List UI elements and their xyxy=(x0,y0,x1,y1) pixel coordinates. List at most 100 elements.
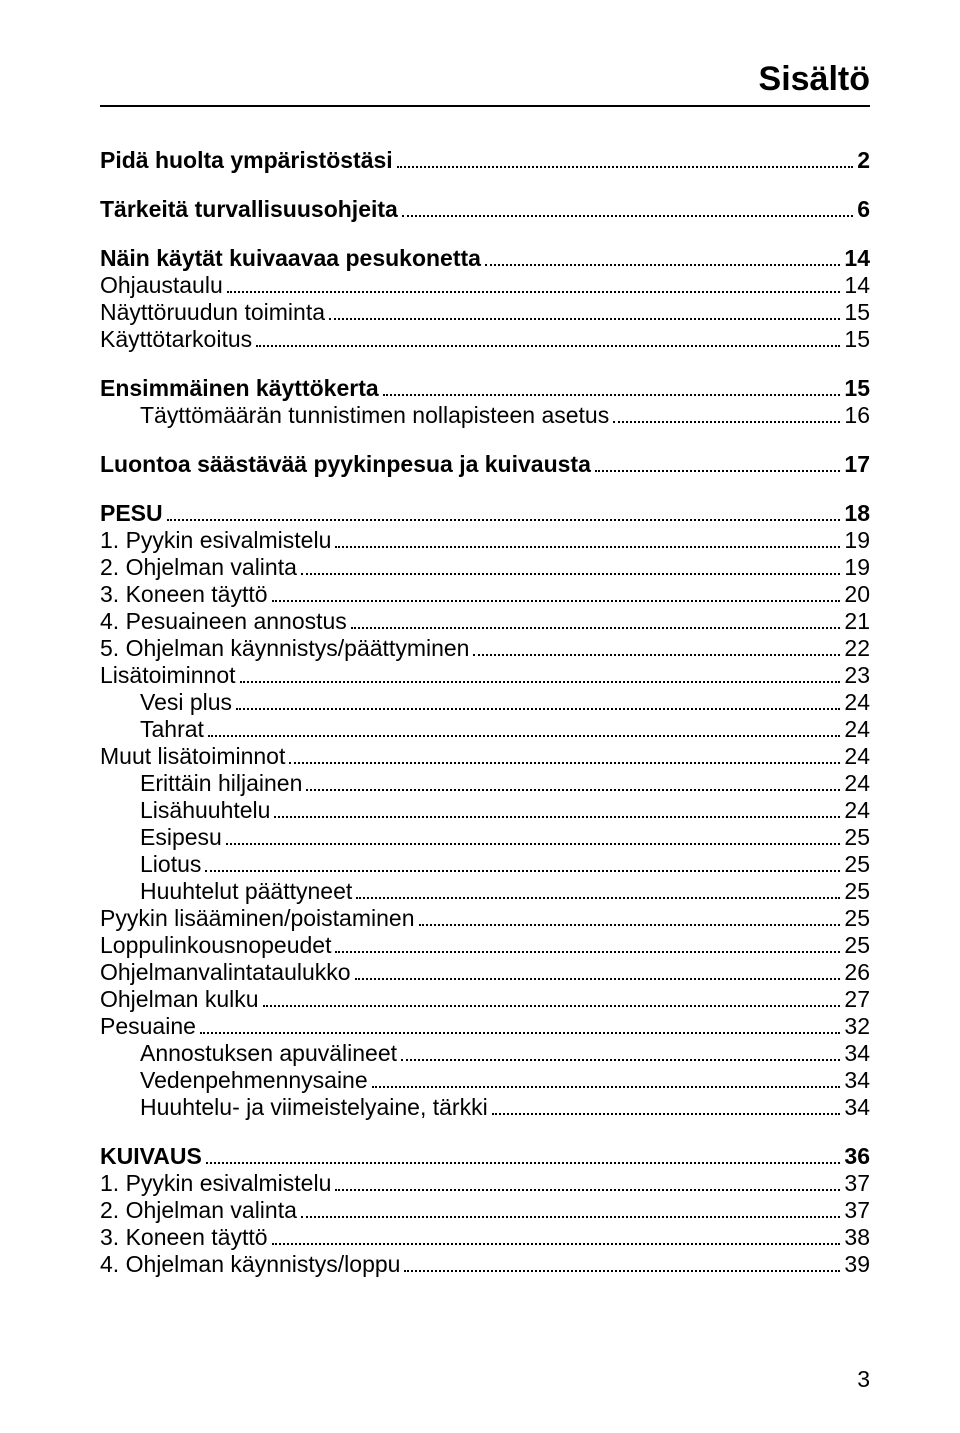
toc-label: 4. Ohjelman käynnistys/loppu xyxy=(100,1251,400,1278)
toc-page-number: 24 xyxy=(844,716,870,743)
toc-row: Muut lisätoiminnot24 xyxy=(100,743,870,770)
toc-page-number: 34 xyxy=(844,1040,870,1067)
toc-label: Täyttömäärän tunnistimen nollapisteen as… xyxy=(140,402,609,429)
toc-row: Luontoa säästävää pyykinpesua ja kuivaus… xyxy=(100,451,870,478)
toc-page-number: 14 xyxy=(844,245,870,272)
toc-label: Ohjaustaulu xyxy=(100,272,223,299)
toc-label: 2. Ohjelman valinta xyxy=(100,554,297,581)
toc-page-number: 15 xyxy=(844,375,870,402)
toc-label: Liotus xyxy=(140,851,201,878)
toc-row: Näin käytät kuivaavaa pesukonetta14 xyxy=(100,245,870,272)
toc-row: Lisähuuhtelu 24 xyxy=(140,797,870,824)
toc-leader-dots xyxy=(402,196,853,217)
toc-page-number: 25 xyxy=(844,878,870,905)
toc-page-number: 36 xyxy=(844,1143,870,1170)
toc-leader-dots xyxy=(301,554,841,575)
toc-row: Loppulinkousnopeudet 25 xyxy=(100,932,870,959)
toc-label: Lisähuuhtelu xyxy=(140,797,270,824)
toc-leader-dots xyxy=(272,1224,841,1245)
toc-leader-dots xyxy=(485,245,840,266)
toc-leader-dots xyxy=(256,326,840,347)
toc-label: 1. Pyykin esivalmistelu xyxy=(100,527,331,554)
toc-leader-dots xyxy=(383,375,841,396)
toc-row: Pesuaine32 xyxy=(100,1013,870,1040)
toc-label: Annostuksen apuvälineet xyxy=(140,1040,397,1067)
toc-page-number: 25 xyxy=(844,932,870,959)
toc-page-number: 26 xyxy=(844,959,870,986)
toc-label: Vesi plus xyxy=(140,689,232,716)
toc-label: KUIVAUS xyxy=(100,1143,202,1170)
toc-row: 1. Pyykin esivalmistelu19 xyxy=(100,527,870,554)
toc-row: Vesi plus24 xyxy=(140,689,870,716)
toc-label: Loppulinkousnopeudet xyxy=(100,932,331,959)
toc-page-number: 37 xyxy=(844,1170,870,1197)
toc-row: Tahrat 24 xyxy=(140,716,870,743)
toc-row: Näyttöruudun toiminta15 xyxy=(100,299,870,326)
toc-page-number: 6 xyxy=(857,196,870,223)
toc-page-number: 14 xyxy=(844,272,870,299)
toc-page-number: 17 xyxy=(844,451,870,478)
toc-row: Täyttömäärän tunnistimen nollapisteen as… xyxy=(140,402,870,429)
toc-leader-dots xyxy=(167,500,841,521)
toc-leader-dots xyxy=(240,662,841,683)
toc-label: Tärkeitä turvallisuusohjeita xyxy=(100,196,398,223)
toc-leader-dots xyxy=(329,299,840,320)
toc-page-number: 37 xyxy=(844,1197,870,1224)
toc-row: Tärkeitä turvallisuusohjeita 6 xyxy=(100,196,870,223)
toc-label: Huuhtelut päättyneet xyxy=(140,878,352,905)
toc-leader-dots xyxy=(335,527,840,548)
toc-page-number: 25 xyxy=(844,824,870,851)
toc-row: Ensimmäinen käyttökerta 15 xyxy=(100,375,870,402)
toc-page-number: 34 xyxy=(844,1094,870,1121)
toc-label: Pesuaine xyxy=(100,1013,196,1040)
toc-leader-dots xyxy=(613,402,840,423)
toc-label: Tahrat xyxy=(140,716,204,743)
toc-leader-dots xyxy=(404,1251,840,1272)
toc-page-number: 16 xyxy=(844,402,870,429)
toc-row: Lisätoiminnot23 xyxy=(100,662,870,689)
toc-label: PESU xyxy=(100,500,163,527)
toc-page-number: 21 xyxy=(844,608,870,635)
toc-page-number: 24 xyxy=(844,770,870,797)
toc-leader-dots xyxy=(335,1170,840,1191)
toc-row: Vedenpehmennysaine34 xyxy=(140,1067,870,1094)
toc-row: Liotus 25 xyxy=(140,851,870,878)
toc-page-number: 24 xyxy=(844,797,870,824)
toc-row: Erittäin hiljainen 24 xyxy=(140,770,870,797)
toc-page-number: 24 xyxy=(844,743,870,770)
table-of-contents: Pidä huolta ympäristöstäsi2Tärkeitä turv… xyxy=(100,147,870,1278)
toc-label: Erittäin hiljainen xyxy=(140,770,302,797)
toc-row: 4. Ohjelman käynnistys/loppu 39 xyxy=(100,1251,870,1278)
toc-label: 2. Ohjelman valinta xyxy=(100,1197,297,1224)
toc-page-number: 20 xyxy=(844,581,870,608)
toc-label: 1. Pyykin esivalmistelu xyxy=(100,1170,331,1197)
toc-leader-dots xyxy=(355,959,841,980)
toc-leader-dots xyxy=(289,743,840,764)
toc-label: Ensimmäinen käyttökerta xyxy=(100,375,379,402)
toc-leader-dots xyxy=(272,581,841,602)
toc-row: Huuhtelut päättyneet 25 xyxy=(140,878,870,905)
toc-row: 3. Koneen täyttö38 xyxy=(100,1224,870,1251)
toc-leader-dots xyxy=(397,147,854,168)
toc-label: Esipesu xyxy=(140,824,222,851)
toc-label: 5. Ohjelman käynnistys/päättyminen xyxy=(100,635,469,662)
toc-leader-dots xyxy=(356,878,840,899)
toc-page-number: 15 xyxy=(844,299,870,326)
toc-leader-dots xyxy=(473,635,840,656)
toc-label: Käyttötarkoitus xyxy=(100,326,252,353)
toc-page-number: 38 xyxy=(844,1224,870,1251)
toc-row: Huuhtelu- ja viimeistelyaine, tärkki34 xyxy=(140,1094,870,1121)
toc-row: Ohjaustaulu 14 xyxy=(100,272,870,299)
toc-label: Ohjelmanvalintataulukko xyxy=(100,959,351,986)
toc-leader-dots xyxy=(306,770,840,791)
toc-page-number: 39 xyxy=(844,1251,870,1278)
toc-leader-dots xyxy=(335,932,840,953)
toc-page-number: 25 xyxy=(844,851,870,878)
toc-label: Pidä huolta ympäristöstäsi xyxy=(100,147,393,174)
toc-leader-dots xyxy=(236,689,840,710)
toc-row: 1. Pyykin esivalmistelu 37 xyxy=(100,1170,870,1197)
toc-page-number: 23 xyxy=(844,662,870,689)
toc-row: 3. Koneen täyttö20 xyxy=(100,581,870,608)
toc-leader-dots xyxy=(401,1040,840,1061)
toc-page-number: 19 xyxy=(844,554,870,581)
